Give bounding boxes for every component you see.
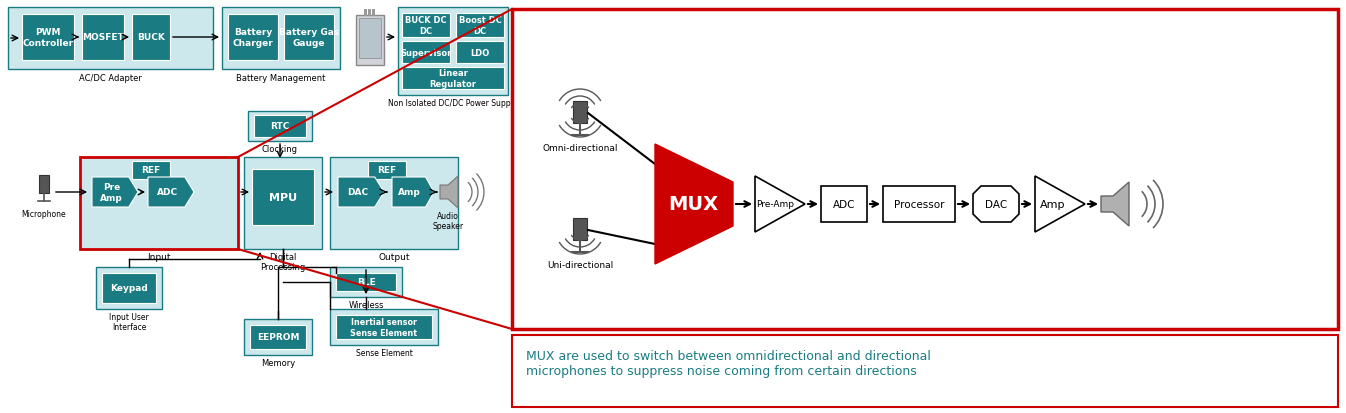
- Text: Amp: Amp: [398, 188, 421, 197]
- Text: Omni-directional: Omni-directional: [542, 144, 618, 153]
- Polygon shape: [656, 145, 734, 264]
- FancyBboxPatch shape: [883, 187, 956, 223]
- Text: Processor: Processor: [894, 199, 945, 209]
- FancyBboxPatch shape: [359, 19, 381, 59]
- Text: RTC: RTC: [271, 122, 289, 131]
- FancyBboxPatch shape: [355, 16, 384, 66]
- Polygon shape: [755, 177, 805, 233]
- Text: Boost DC
DC: Boost DC DC: [459, 16, 502, 36]
- FancyBboxPatch shape: [456, 14, 503, 38]
- Text: ADC: ADC: [833, 199, 855, 209]
- Text: Keypad: Keypad: [110, 284, 148, 293]
- FancyBboxPatch shape: [222, 8, 341, 70]
- Polygon shape: [1101, 183, 1129, 226]
- FancyBboxPatch shape: [96, 267, 162, 309]
- Text: Microphone: Microphone: [22, 209, 66, 218]
- Text: REF: REF: [141, 166, 160, 175]
- FancyBboxPatch shape: [82, 15, 124, 61]
- FancyBboxPatch shape: [511, 335, 1338, 407]
- FancyBboxPatch shape: [367, 161, 406, 180]
- Text: LDO: LDO: [470, 48, 490, 57]
- Text: REF: REF: [377, 166, 397, 175]
- Text: Inertial sensor
Sense Element: Inertial sensor Sense Element: [350, 318, 417, 337]
- Text: Pre-Amp: Pre-Amp: [756, 200, 794, 209]
- FancyBboxPatch shape: [336, 315, 432, 339]
- FancyBboxPatch shape: [227, 15, 279, 61]
- FancyBboxPatch shape: [363, 10, 367, 17]
- FancyBboxPatch shape: [244, 319, 312, 355]
- Text: MUX: MUX: [668, 195, 717, 214]
- Text: Linear
Regulator: Linear Regulator: [429, 69, 476, 88]
- FancyBboxPatch shape: [573, 218, 587, 240]
- Text: DAC: DAC: [347, 188, 367, 197]
- Text: MPU: MPU: [269, 192, 297, 202]
- Text: Output: Output: [378, 252, 409, 261]
- Text: Battery Management: Battery Management: [237, 74, 326, 83]
- Polygon shape: [92, 178, 139, 207]
- FancyBboxPatch shape: [244, 158, 322, 249]
- FancyBboxPatch shape: [402, 68, 503, 90]
- Text: Input User
Interface: Input User Interface: [109, 312, 149, 332]
- FancyBboxPatch shape: [250, 325, 306, 349]
- Text: Audio
Speaker: Audio Speaker: [432, 211, 463, 231]
- Text: AC/DC Adapter: AC/DC Adapter: [78, 74, 141, 83]
- FancyBboxPatch shape: [330, 267, 402, 297]
- Text: EEPROM: EEPROM: [257, 333, 299, 342]
- FancyBboxPatch shape: [371, 10, 376, 17]
- Polygon shape: [440, 177, 458, 209]
- Polygon shape: [148, 178, 194, 207]
- Text: Memory: Memory: [261, 358, 295, 367]
- FancyBboxPatch shape: [132, 15, 170, 61]
- Text: Input: Input: [147, 252, 171, 261]
- FancyBboxPatch shape: [22, 15, 74, 61]
- Text: Wireless: Wireless: [349, 300, 384, 309]
- Text: MOSFET: MOSFET: [82, 33, 124, 43]
- Text: Battery Gas
Gauge: Battery Gas Gauge: [279, 28, 339, 47]
- FancyBboxPatch shape: [248, 112, 312, 142]
- FancyBboxPatch shape: [102, 273, 156, 303]
- FancyBboxPatch shape: [398, 8, 507, 96]
- Text: BUCK: BUCK: [137, 33, 166, 43]
- Text: Sense Element: Sense Element: [355, 348, 412, 357]
- Text: Uni-directional: Uni-directional: [546, 260, 614, 269]
- Text: Clocking: Clocking: [262, 145, 297, 154]
- FancyBboxPatch shape: [132, 161, 170, 180]
- Text: BUCK DC
DC: BUCK DC DC: [405, 16, 447, 36]
- FancyBboxPatch shape: [330, 309, 437, 345]
- Polygon shape: [338, 178, 384, 207]
- FancyBboxPatch shape: [8, 8, 213, 70]
- Text: Digital
Processing: Digital Processing: [260, 252, 306, 272]
- FancyBboxPatch shape: [252, 170, 314, 225]
- Polygon shape: [1035, 177, 1085, 233]
- FancyBboxPatch shape: [336, 273, 396, 291]
- FancyBboxPatch shape: [367, 10, 371, 17]
- Text: PWM
Controller: PWM Controller: [23, 28, 74, 47]
- Text: Pre
Amp: Pre Amp: [100, 183, 122, 202]
- FancyBboxPatch shape: [573, 102, 587, 124]
- Text: Non Isolated DC/DC Power Supply: Non Isolated DC/DC Power Supply: [388, 99, 518, 108]
- Text: Battery
Charger: Battery Charger: [233, 28, 273, 47]
- FancyBboxPatch shape: [402, 14, 450, 38]
- Text: MUX are used to switch between omnidirectional and directional
microphones to su: MUX are used to switch between omnidirec…: [526, 349, 931, 377]
- FancyBboxPatch shape: [511, 10, 1338, 329]
- FancyBboxPatch shape: [402, 42, 450, 64]
- Text: BLE: BLE: [357, 278, 376, 287]
- Text: Supervisor: Supervisor: [400, 48, 452, 57]
- FancyBboxPatch shape: [284, 15, 334, 61]
- Polygon shape: [392, 178, 433, 207]
- FancyBboxPatch shape: [79, 158, 238, 249]
- Polygon shape: [973, 187, 1019, 223]
- Text: Amp: Amp: [1040, 199, 1066, 209]
- FancyBboxPatch shape: [254, 116, 306, 138]
- Text: DAC: DAC: [985, 199, 1007, 209]
- FancyBboxPatch shape: [330, 158, 458, 249]
- FancyBboxPatch shape: [39, 176, 48, 194]
- FancyBboxPatch shape: [456, 42, 503, 64]
- Text: ADC: ADC: [156, 188, 178, 197]
- FancyBboxPatch shape: [821, 187, 867, 223]
